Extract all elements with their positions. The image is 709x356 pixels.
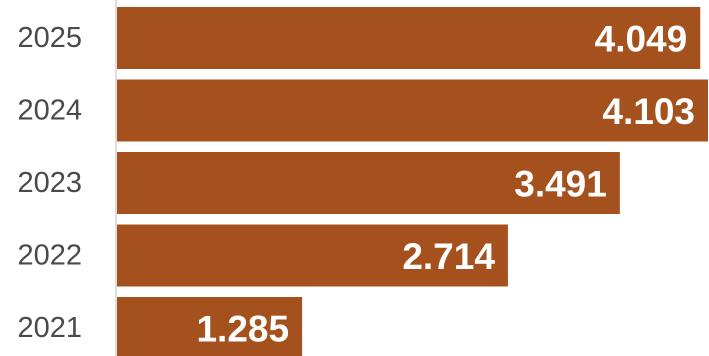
value-label-2024: 4.103 (602, 91, 695, 132)
value-label-2021: 1.285 (196, 309, 289, 350)
bar-2022 (117, 224, 508, 287)
value-label-2023: 3.491 (514, 164, 607, 205)
bar-2025 (117, 7, 701, 69)
category-label-2025: 2025 (17, 22, 82, 54)
category-labels-group: 2025 2024 2023 2022 2021 (17, 22, 82, 344)
category-label-2024: 2024 (17, 95, 82, 127)
category-label-2022: 2022 (17, 240, 82, 272)
value-label-2025: 4.049 (595, 19, 688, 60)
value-label-2022: 2.714 (402, 236, 495, 277)
value-labels-group: 4.049 4.103 3.491 2.714 1.285 (196, 19, 695, 350)
bar-2021 (117, 297, 303, 356)
category-label-2023: 2023 (17, 167, 82, 199)
bars-group (117, 7, 708, 356)
category-label-2021: 2021 (17, 312, 82, 344)
bar-2024 (117, 79, 708, 142)
bar-2023 (117, 152, 620, 214)
